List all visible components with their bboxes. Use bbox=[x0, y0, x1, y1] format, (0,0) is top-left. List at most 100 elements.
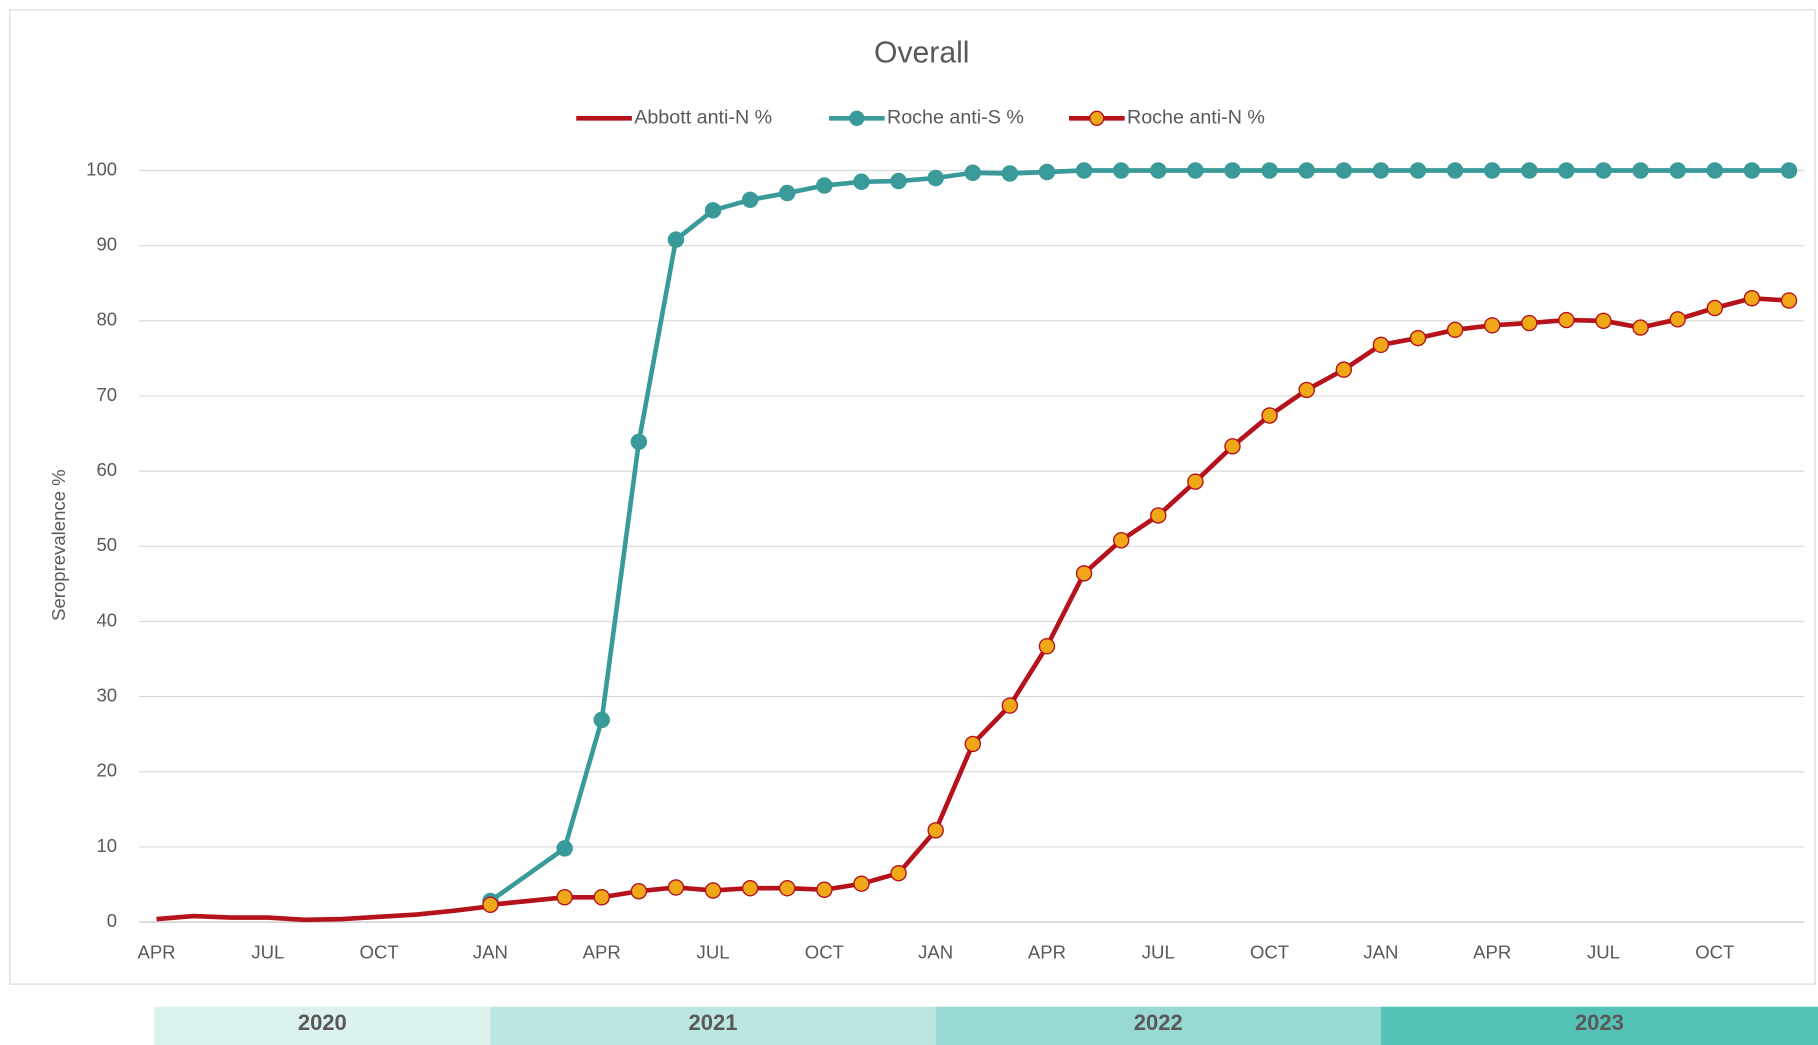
legend-marker bbox=[1089, 110, 1105, 126]
year-band bbox=[154, 1006, 491, 1045]
series-line bbox=[156, 903, 491, 923]
data-point bbox=[593, 889, 610, 906]
year-band bbox=[1380, 1006, 1818, 1045]
data-point bbox=[741, 191, 759, 209]
data-point bbox=[556, 889, 573, 906]
y-tick-label: 50 bbox=[96, 534, 117, 555]
data-point bbox=[1632, 162, 1649, 179]
y-tick-label: 60 bbox=[96, 459, 117, 480]
data-point bbox=[853, 173, 870, 191]
data-point bbox=[704, 202, 722, 219]
data-point bbox=[890, 172, 907, 190]
data-point bbox=[964, 735, 982, 753]
data-point bbox=[1706, 299, 1724, 317]
x-tick-label: OCT bbox=[1695, 941, 1734, 962]
chart-title: Overall bbox=[874, 36, 969, 69]
chart-frame bbox=[9, 9, 1816, 985]
data-point bbox=[1521, 162, 1538, 179]
data-point bbox=[1446, 321, 1464, 339]
data-point bbox=[1595, 162, 1612, 179]
data-point bbox=[704, 882, 722, 899]
data-point bbox=[779, 880, 796, 897]
data-point bbox=[1075, 162, 1093, 179]
data-point bbox=[556, 840, 573, 857]
legend-label: Roche anti-S % bbox=[887, 107, 1024, 129]
data-point bbox=[1001, 697, 1019, 714]
year-band bbox=[935, 1006, 1381, 1045]
data-point bbox=[1298, 381, 1315, 399]
data-point bbox=[1112, 162, 1130, 179]
data-point bbox=[1372, 162, 1390, 179]
x-tick-label: APR bbox=[137, 941, 175, 962]
year-label: 2020 bbox=[298, 1010, 347, 1035]
data-point bbox=[1224, 438, 1241, 455]
data-point bbox=[630, 883, 648, 900]
data-point bbox=[853, 875, 870, 892]
data-point bbox=[741, 880, 759, 897]
x-tick-label: JUL bbox=[1587, 941, 1620, 962]
data-point bbox=[890, 864, 907, 882]
data-point bbox=[1483, 317, 1501, 334]
data-point bbox=[1038, 637, 1056, 655]
x-tick-label: APR bbox=[1028, 941, 1066, 962]
data-point bbox=[927, 169, 944, 187]
x-tick-label: OCT bbox=[805, 941, 844, 962]
x-tick-label: JUL bbox=[251, 941, 284, 962]
x-tick-label: JUL bbox=[1142, 941, 1175, 962]
x-tick-label: APR bbox=[1473, 941, 1511, 962]
data-point bbox=[482, 896, 499, 914]
legend-marker bbox=[849, 110, 865, 126]
data-point bbox=[816, 177, 833, 194]
data-point bbox=[1187, 162, 1204, 179]
data-point bbox=[1780, 292, 1798, 309]
data-point bbox=[667, 231, 685, 248]
data-point bbox=[1112, 532, 1130, 549]
data-point bbox=[1187, 473, 1204, 490]
y-tick-label: 70 bbox=[96, 384, 117, 405]
data-point bbox=[1706, 162, 1724, 179]
data-point bbox=[1521, 314, 1538, 332]
y-tick-label: 40 bbox=[96, 609, 117, 630]
data-point bbox=[1335, 361, 1353, 378]
x-tick-label: JUL bbox=[697, 941, 730, 962]
data-point bbox=[1409, 162, 1427, 179]
data-point bbox=[1558, 162, 1575, 179]
y-axis-label: Seroprevalence % bbox=[48, 469, 69, 621]
data-point bbox=[1038, 163, 1056, 181]
data-point bbox=[1335, 162, 1353, 179]
data-point bbox=[816, 881, 833, 898]
legend-label: Roche anti-N % bbox=[1127, 107, 1265, 129]
data-point bbox=[1632, 319, 1649, 336]
y-tick-label: 20 bbox=[96, 760, 117, 781]
data-point bbox=[1595, 312, 1612, 330]
y-tick-label: 0 bbox=[107, 910, 117, 931]
data-point bbox=[1780, 162, 1798, 179]
legend-label: Abbott anti-N % bbox=[634, 107, 772, 129]
year-label: 2022 bbox=[1134, 1010, 1183, 1035]
data-point bbox=[779, 184, 796, 202]
y-tick-label: 30 bbox=[96, 684, 117, 705]
data-point bbox=[630, 433, 648, 451]
x-tick-label: OCT bbox=[1250, 941, 1289, 962]
data-point bbox=[1298, 162, 1315, 179]
data-point bbox=[1483, 162, 1501, 179]
y-tick-label: 10 bbox=[96, 835, 117, 856]
y-tick-label: 80 bbox=[96, 309, 117, 330]
year-label: 2021 bbox=[689, 1010, 738, 1035]
data-point bbox=[1261, 407, 1278, 424]
data-point bbox=[1261, 162, 1278, 179]
year-label: 2023 bbox=[1575, 1010, 1624, 1035]
x-tick-label: JAN bbox=[1363, 941, 1398, 962]
year-band bbox=[490, 1006, 936, 1045]
data-point bbox=[1224, 162, 1241, 179]
x-tick-label: APR bbox=[583, 941, 621, 962]
data-point bbox=[1558, 311, 1575, 329]
data-point bbox=[1669, 311, 1686, 328]
data-point bbox=[667, 879, 685, 896]
data-point bbox=[1150, 507, 1167, 524]
data-point bbox=[1372, 336, 1390, 354]
data-point bbox=[1743, 290, 1761, 307]
x-tick-label: JAN bbox=[918, 941, 953, 962]
